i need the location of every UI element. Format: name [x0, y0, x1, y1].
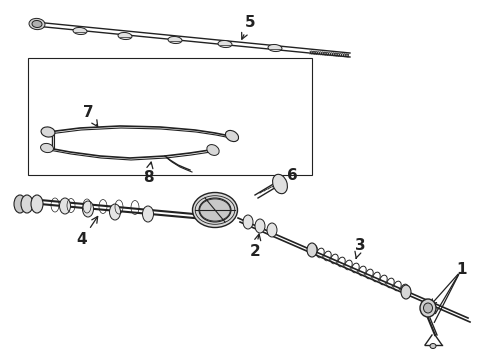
Ellipse shape — [272, 174, 288, 194]
Ellipse shape — [73, 27, 87, 35]
Ellipse shape — [59, 198, 71, 214]
Ellipse shape — [255, 219, 265, 233]
Text: 4: 4 — [77, 216, 98, 248]
Text: 8: 8 — [143, 162, 153, 185]
Ellipse shape — [307, 243, 317, 257]
Ellipse shape — [82, 201, 94, 217]
Text: 2: 2 — [249, 234, 261, 260]
Ellipse shape — [268, 45, 282, 51]
Text: 1: 1 — [457, 262, 467, 278]
Ellipse shape — [423, 303, 433, 313]
Ellipse shape — [267, 223, 277, 237]
Ellipse shape — [14, 195, 26, 213]
Ellipse shape — [143, 206, 153, 222]
Ellipse shape — [32, 21, 42, 27]
Text: 5: 5 — [242, 14, 255, 39]
Ellipse shape — [199, 198, 231, 222]
Ellipse shape — [193, 193, 238, 228]
Ellipse shape — [29, 18, 45, 30]
Text: 6: 6 — [278, 167, 297, 185]
Ellipse shape — [218, 40, 232, 48]
Ellipse shape — [401, 285, 411, 299]
Ellipse shape — [430, 343, 436, 348]
Ellipse shape — [118, 32, 132, 40]
Ellipse shape — [31, 195, 43, 213]
Text: 7: 7 — [83, 104, 98, 126]
Ellipse shape — [21, 195, 33, 213]
Ellipse shape — [168, 36, 182, 44]
Ellipse shape — [243, 215, 253, 229]
Text: 3: 3 — [355, 238, 366, 258]
Ellipse shape — [225, 130, 239, 141]
Ellipse shape — [420, 299, 436, 317]
Ellipse shape — [41, 127, 55, 137]
Ellipse shape — [207, 145, 219, 156]
Ellipse shape — [41, 143, 53, 153]
Ellipse shape — [109, 204, 121, 220]
